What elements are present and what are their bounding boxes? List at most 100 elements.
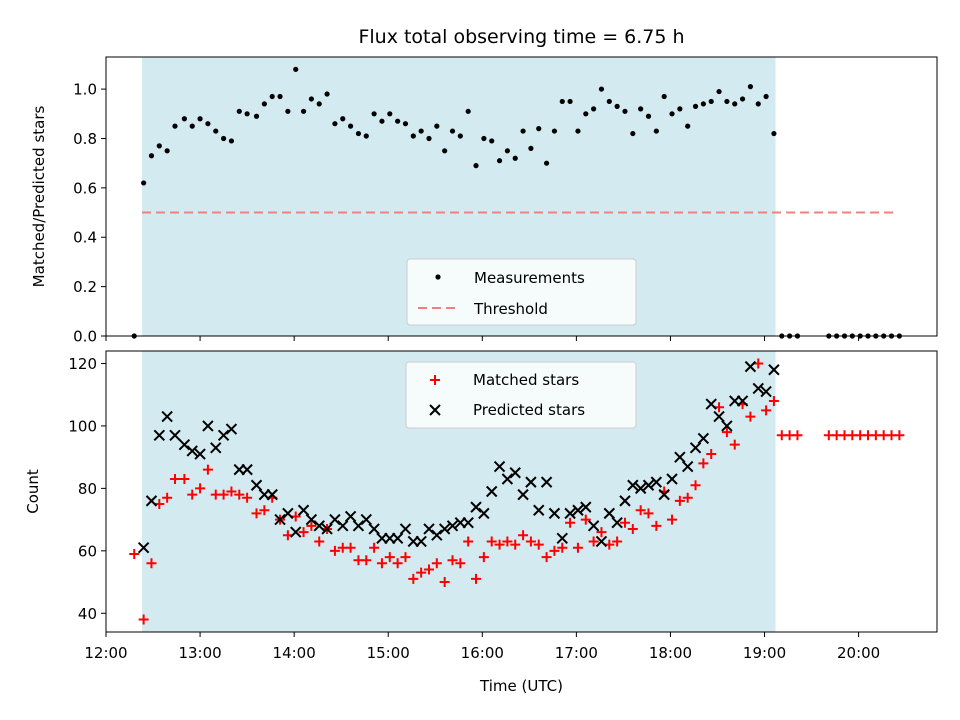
- bottom-x-axis-ticks: 12:00 13:00 14:00 15:00 16:00 17:00 18:00 19:00…: [84, 632, 880, 662]
- bottom-panel: 40 60 80 100 120 12:00 13:00 14:00 15:00 16:00 17…: [24, 350, 938, 695]
- measurement-point: [551, 128, 558, 134]
- measurement-point: [277, 93, 283, 100]
- matched-star-point: [392, 558, 403, 569]
- predicted-star-point: [674, 451, 686, 463]
- bottom-y-axis-label: Count: [24, 469, 42, 514]
- measurement-point: [606, 98, 612, 105]
- measurement-point: [269, 93, 275, 100]
- matched-star-point: [619, 517, 630, 528]
- legend-measurements-label: Measurements: [474, 269, 585, 287]
- predicted-star-point: [556, 532, 568, 545]
- x-tick-label: 20:00: [837, 644, 880, 662]
- measurement-point: [598, 86, 605, 92]
- measurement-point: [700, 101, 706, 107]
- measurement-point: [261, 101, 267, 107]
- measurement-point: [755, 101, 761, 107]
- measurement-point: [418, 128, 424, 134]
- predicted-star-point: [744, 360, 757, 373]
- predicted-star-point: [274, 513, 286, 526]
- top-y-axis-ticks: 0.0 0.2 0.4 0.6 0.8 1.0: [73, 81, 106, 346]
- predicted-star-point: [681, 460, 694, 473]
- matched-star-point: [431, 558, 442, 569]
- measurement-point: [536, 126, 542, 132]
- measurement-point: [661, 93, 667, 100]
- matched-star-point: [329, 545, 340, 556]
- predicted-star-point: [186, 445, 198, 457]
- measurement-point: [645, 113, 652, 119]
- matched-star-point: [169, 474, 180, 485]
- matched-star-point: [557, 542, 568, 553]
- predicted-star-point: [415, 535, 427, 548]
- predicted-star-point: [305, 513, 318, 526]
- matched-star-point: [345, 542, 356, 553]
- matched-star-point: [376, 558, 387, 569]
- measurement-point: [434, 123, 440, 129]
- matched-star-point: [667, 514, 678, 525]
- predicted-star-point: [486, 485, 498, 498]
- measurement-point: [244, 111, 250, 117]
- matched-star-point: [525, 536, 536, 547]
- matched-star-point: [361, 555, 372, 566]
- matched-star-point: [129, 548, 140, 559]
- predicted-star-point: [548, 507, 561, 520]
- predicted-star-point: [478, 507, 490, 520]
- predicted-star-point: [153, 429, 166, 442]
- predicted-star-point: [721, 420, 733, 432]
- measurement-point: [387, 111, 393, 117]
- x-tick-label: 14:00: [273, 644, 316, 662]
- matched-star-point: [138, 614, 149, 625]
- measurement-point: [205, 121, 211, 127]
- y-tick-label: 0.0: [73, 328, 97, 346]
- measurement-point: [324, 91, 330, 97]
- matched-star-point: [635, 505, 646, 516]
- x-tick-label: 15:00: [367, 644, 410, 662]
- matched-star-point: [627, 523, 638, 534]
- predicted-star-point: [344, 510, 357, 523]
- predicted-star-point: [619, 495, 631, 507]
- legend-predicted-marker: [429, 404, 441, 416]
- matched-star-point: [439, 577, 450, 588]
- predicted-star-point: [290, 526, 302, 538]
- measurement-point: [724, 98, 730, 105]
- predicted-star-point: [169, 429, 181, 442]
- matched-star-point: [314, 536, 325, 547]
- measurement-point: [747, 84, 754, 90]
- matched-star-point: [471, 573, 482, 584]
- predicted-star-point: [266, 488, 278, 501]
- y-tick-label: 1.0: [73, 81, 97, 99]
- measurement-point: [708, 98, 714, 105]
- top-axes-frame: [105, 56, 938, 337]
- measurement-point: [583, 111, 589, 117]
- matched-star-point: [259, 505, 270, 516]
- measurement-point: [148, 153, 155, 159]
- measurement-point: [481, 135, 487, 142]
- measurement-point: [685, 123, 691, 129]
- matched-star-point: [298, 527, 309, 538]
- y-tick-label: 0.4: [73, 229, 97, 247]
- measurement-point: [285, 108, 291, 114]
- predicted-star-point: [360, 513, 372, 526]
- predicted-star-point: [493, 460, 506, 473]
- measurement-point: [220, 135, 227, 142]
- measurement-point: [622, 108, 628, 114]
- matched-star-point: [478, 552, 489, 563]
- predicted-star-point: [697, 432, 710, 445]
- matched-star-point: [612, 536, 623, 547]
- measurement-point: [355, 130, 362, 137]
- y-tick-label: 0.2: [73, 278, 97, 296]
- predicted-star-point: [462, 517, 474, 529]
- matched-star-point: [242, 492, 253, 503]
- predicted-star-point: [525, 476, 537, 488]
- predicted-star-point: [501, 473, 514, 485]
- measurement-point: [228, 138, 235, 144]
- bottom-legend-box: [405, 361, 637, 429]
- matched-star-point: [195, 483, 206, 494]
- predicted-star-point: [161, 410, 173, 423]
- top-x-axis-ticks: [105, 336, 860, 341]
- legend-matched-label: Matched stars: [473, 371, 579, 389]
- predicted-star-point: [470, 501, 482, 513]
- predicted-star-point: [564, 507, 576, 520]
- measurement-point: [363, 133, 369, 139]
- x-tick-label: 16:00: [461, 644, 504, 662]
- matched-star-point: [369, 542, 380, 553]
